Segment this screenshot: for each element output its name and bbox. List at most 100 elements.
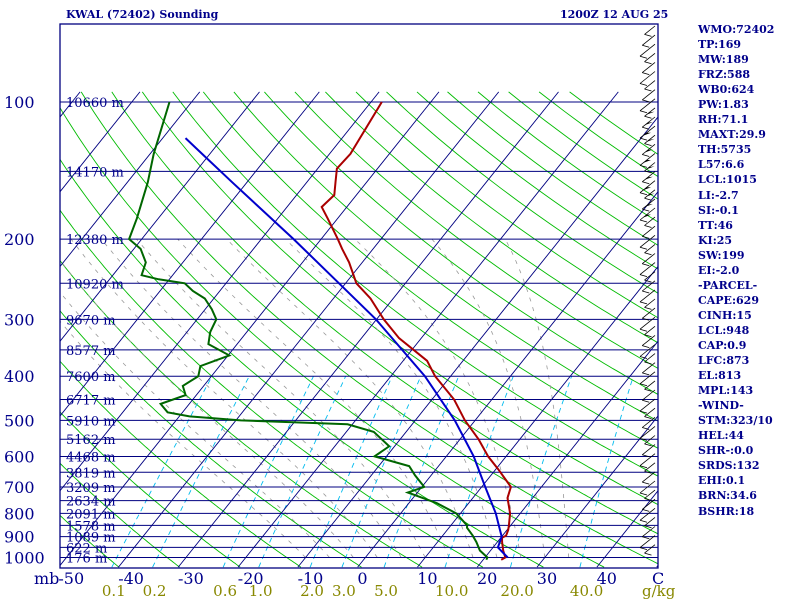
pressure-tick-label: 600 (4, 447, 35, 466)
wind-barb-flag (644, 416, 652, 419)
wind-barb-flag (642, 345, 650, 348)
wind-barb-flag (642, 536, 650, 540)
wind-barb-flag (644, 498, 652, 501)
wind-barb (639, 535, 656, 548)
wind-barb (644, 407, 656, 417)
mixing-ratio-line (383, 376, 460, 568)
wind-barb (639, 71, 656, 84)
wind-barb-pennant (644, 204, 653, 208)
wind-barb (642, 280, 656, 292)
wind-barb (639, 207, 656, 221)
chart-subtitle: 1200Z 12 AUG 25 (560, 8, 669, 21)
wind-barb-flag (644, 552, 652, 556)
wind-barb (644, 162, 656, 172)
wind-barbs (639, 25, 656, 556)
isotherm-line (60, 91, 380, 492)
stat-item: SW:199 (698, 248, 745, 262)
wind-barb-flag (639, 356, 648, 359)
wind-barb (644, 25, 656, 35)
pressure-tick-label: 800 (4, 504, 35, 523)
wind-barb-pennant (643, 187, 651, 191)
wind-barb-flag (644, 388, 652, 392)
wind-barb-flag (644, 279, 652, 283)
wind-barb (639, 480, 656, 494)
dry-adiabat-line (294, 91, 658, 369)
wind-barb (642, 444, 656, 456)
dry-adiabat-line (141, 91, 658, 506)
wind-barb (644, 489, 656, 499)
dry-adiabat-line (60, 360, 302, 568)
wind-barb-flag (642, 372, 650, 376)
stat-item: TH:5735 (698, 143, 752, 157)
wind-barb-flag (642, 208, 650, 212)
pressure-tick-label: 900 (4, 528, 35, 547)
wind-barb-flag (642, 317, 650, 321)
mixing-ratio-line (222, 376, 314, 568)
stat-item: SHR-:0.0 (698, 444, 754, 458)
height-label: 5162 m (66, 433, 116, 448)
temperature-tick-label: 30 (537, 569, 557, 588)
stat-item: TT:46 (698, 218, 733, 232)
stat-item: MW:189 (698, 53, 749, 67)
stat-item: SRDS:132 (698, 459, 760, 473)
wind-barb (642, 171, 656, 183)
wind-barb (642, 307, 656, 319)
sounding-traces (127, 101, 513, 561)
temperature-unit-label: C (652, 569, 664, 588)
wind-barb (642, 143, 656, 155)
wind-barb-flag (642, 427, 650, 430)
wind-barb (639, 371, 656, 385)
wind-barb-pennant (643, 132, 651, 136)
wind-barb (644, 134, 656, 144)
wind-barb-flag (639, 192, 648, 196)
wind-barb (639, 289, 656, 303)
temperature-tick-label: -40 (118, 569, 144, 588)
height-label: 2634 m (66, 495, 116, 510)
wind-barb-flag (644, 525, 652, 529)
stat-item: CAP:0.9 (698, 338, 747, 352)
stat-item: MAXT:29.9 (698, 128, 766, 142)
dry-adiabat-line (202, 91, 658, 449)
moist-adiabat-line (226, 238, 474, 558)
wind-barb-flag (639, 55, 648, 59)
wind-barb (644, 244, 656, 254)
wind-barb-flag (644, 443, 652, 447)
isotherm-line (536, 415, 658, 568)
wind-barb-flag (644, 470, 652, 474)
wind-barb (644, 325, 656, 336)
wind-barb-pennant (646, 193, 655, 197)
dry-adiabat-line (264, 91, 658, 395)
dry-adiabat-line (60, 310, 362, 568)
stat-section-header: -PARCEL- (698, 278, 758, 292)
wind-barb-flag (644, 143, 652, 146)
dry-adiabat-line (355, 91, 658, 319)
wind-barb-flag (639, 547, 648, 550)
stat-item: BRN:34.6 (698, 489, 757, 503)
temperature-trace (320, 101, 513, 561)
isotherm-line (417, 265, 658, 568)
temperature-tick-label: 40 (597, 569, 617, 588)
wind-barb (642, 225, 656, 237)
wind-barb-flag (644, 197, 652, 201)
height-label: 10920 m (66, 277, 124, 292)
stat-item: STM:323/10 (698, 414, 773, 428)
mixing-ratio-line (111, 375, 213, 568)
stat-item: L57:6.6 (698, 158, 745, 172)
stat-item: LCL:1015 (698, 173, 757, 187)
wind-barb (639, 234, 656, 248)
stat-item: HEL:44 (698, 429, 744, 443)
moist-adiabat-line (177, 238, 450, 558)
wind-barb-flag (644, 115, 652, 119)
wind-barb-flag (642, 399, 650, 403)
pressure-tick-label: 400 (4, 367, 35, 386)
temperature-tick-label: -30 (178, 569, 204, 588)
temperature-tick-label: 20 (477, 569, 497, 588)
wind-barb-flag (639, 519, 648, 523)
mixing-ratio-line (579, 376, 634, 568)
wind-barb (639, 98, 656, 112)
mixing-ratio-label: 0.1 (102, 582, 126, 600)
wind-barb-pennant (644, 122, 653, 126)
stat-item: CAPE:629 (698, 293, 759, 307)
wind-barb (644, 517, 656, 527)
pressure-tick-label: 1000 (4, 549, 45, 568)
